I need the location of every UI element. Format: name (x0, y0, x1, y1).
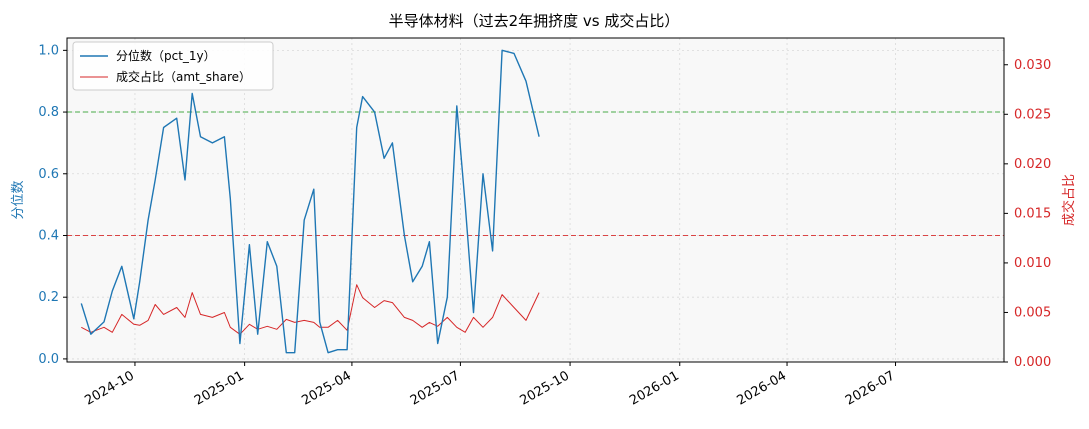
x-tick-label: 2025-07 (408, 368, 463, 408)
x-tick-label: 2025-01 (192, 368, 247, 408)
y-left-tick-label: 0.0 (38, 352, 59, 367)
chart-title: 半导体材料（过去2年拥挤度 vs 成交占比） (389, 12, 680, 30)
series-line-pct (80, 49, 540, 354)
y-left-tick-label: 0.2 (38, 290, 59, 305)
y-right-tick-label: 0.010 (1014, 256, 1051, 271)
y-axis-right: 0.000 0.005 0.010 0.015 0.020 0.025 0.030 (1004, 58, 1051, 370)
series-line-amt (81, 284, 540, 335)
y-axis-left: 0.0 0.2 0.4 0.6 0.8 1.0 (38, 43, 67, 367)
y-left-tick-label: 0.4 (38, 228, 59, 243)
y-right-tick-label: 0.030 (1014, 58, 1051, 73)
y-left-tick-label: 0.6 (38, 167, 59, 182)
y-right-tick-label: 0.015 (1014, 206, 1051, 221)
y-right-tick-label: 0.005 (1014, 305, 1051, 320)
y-right-tick-label: 0.025 (1014, 107, 1051, 122)
x-tick-label: 2025-10 (518, 368, 573, 408)
x-axis: 2024-10 2025-01 2025-04 2025-07 2025-10 2026-… (82, 362, 898, 409)
legend-label-pct: 分位数（pct_1y） (116, 48, 216, 63)
y-axis-left-label: 分位数 (11, 180, 26, 219)
x-tick-label: 2024-10 (82, 368, 137, 408)
plot-frame (66, 37, 1005, 363)
y-axis-right-label: 成交占比 (1061, 174, 1077, 226)
reference-lines (67, 111, 1004, 236)
legend-label-amt: 成交占比（amt_share） (116, 69, 251, 84)
y-left-tick-label: 0.8 (38, 105, 59, 120)
legend: 分位数（pct_1y） 成交占比（amt_share） (72, 41, 274, 91)
x-tick-label: 2026-04 (734, 368, 789, 408)
series-layer (80, 49, 540, 354)
x-tick-label: 2025-04 (299, 368, 354, 408)
x-tick-label: 2026-07 (843, 368, 898, 408)
plot-area (67, 38, 1004, 362)
y-right-tick-label: 0.000 (1014, 355, 1051, 370)
legend-box (72, 41, 274, 91)
y-right-tick-label: 0.020 (1014, 157, 1051, 172)
y-left-tick-label: 1.0 (38, 43, 59, 58)
x-tick-label: 2026-01 (627, 368, 682, 408)
